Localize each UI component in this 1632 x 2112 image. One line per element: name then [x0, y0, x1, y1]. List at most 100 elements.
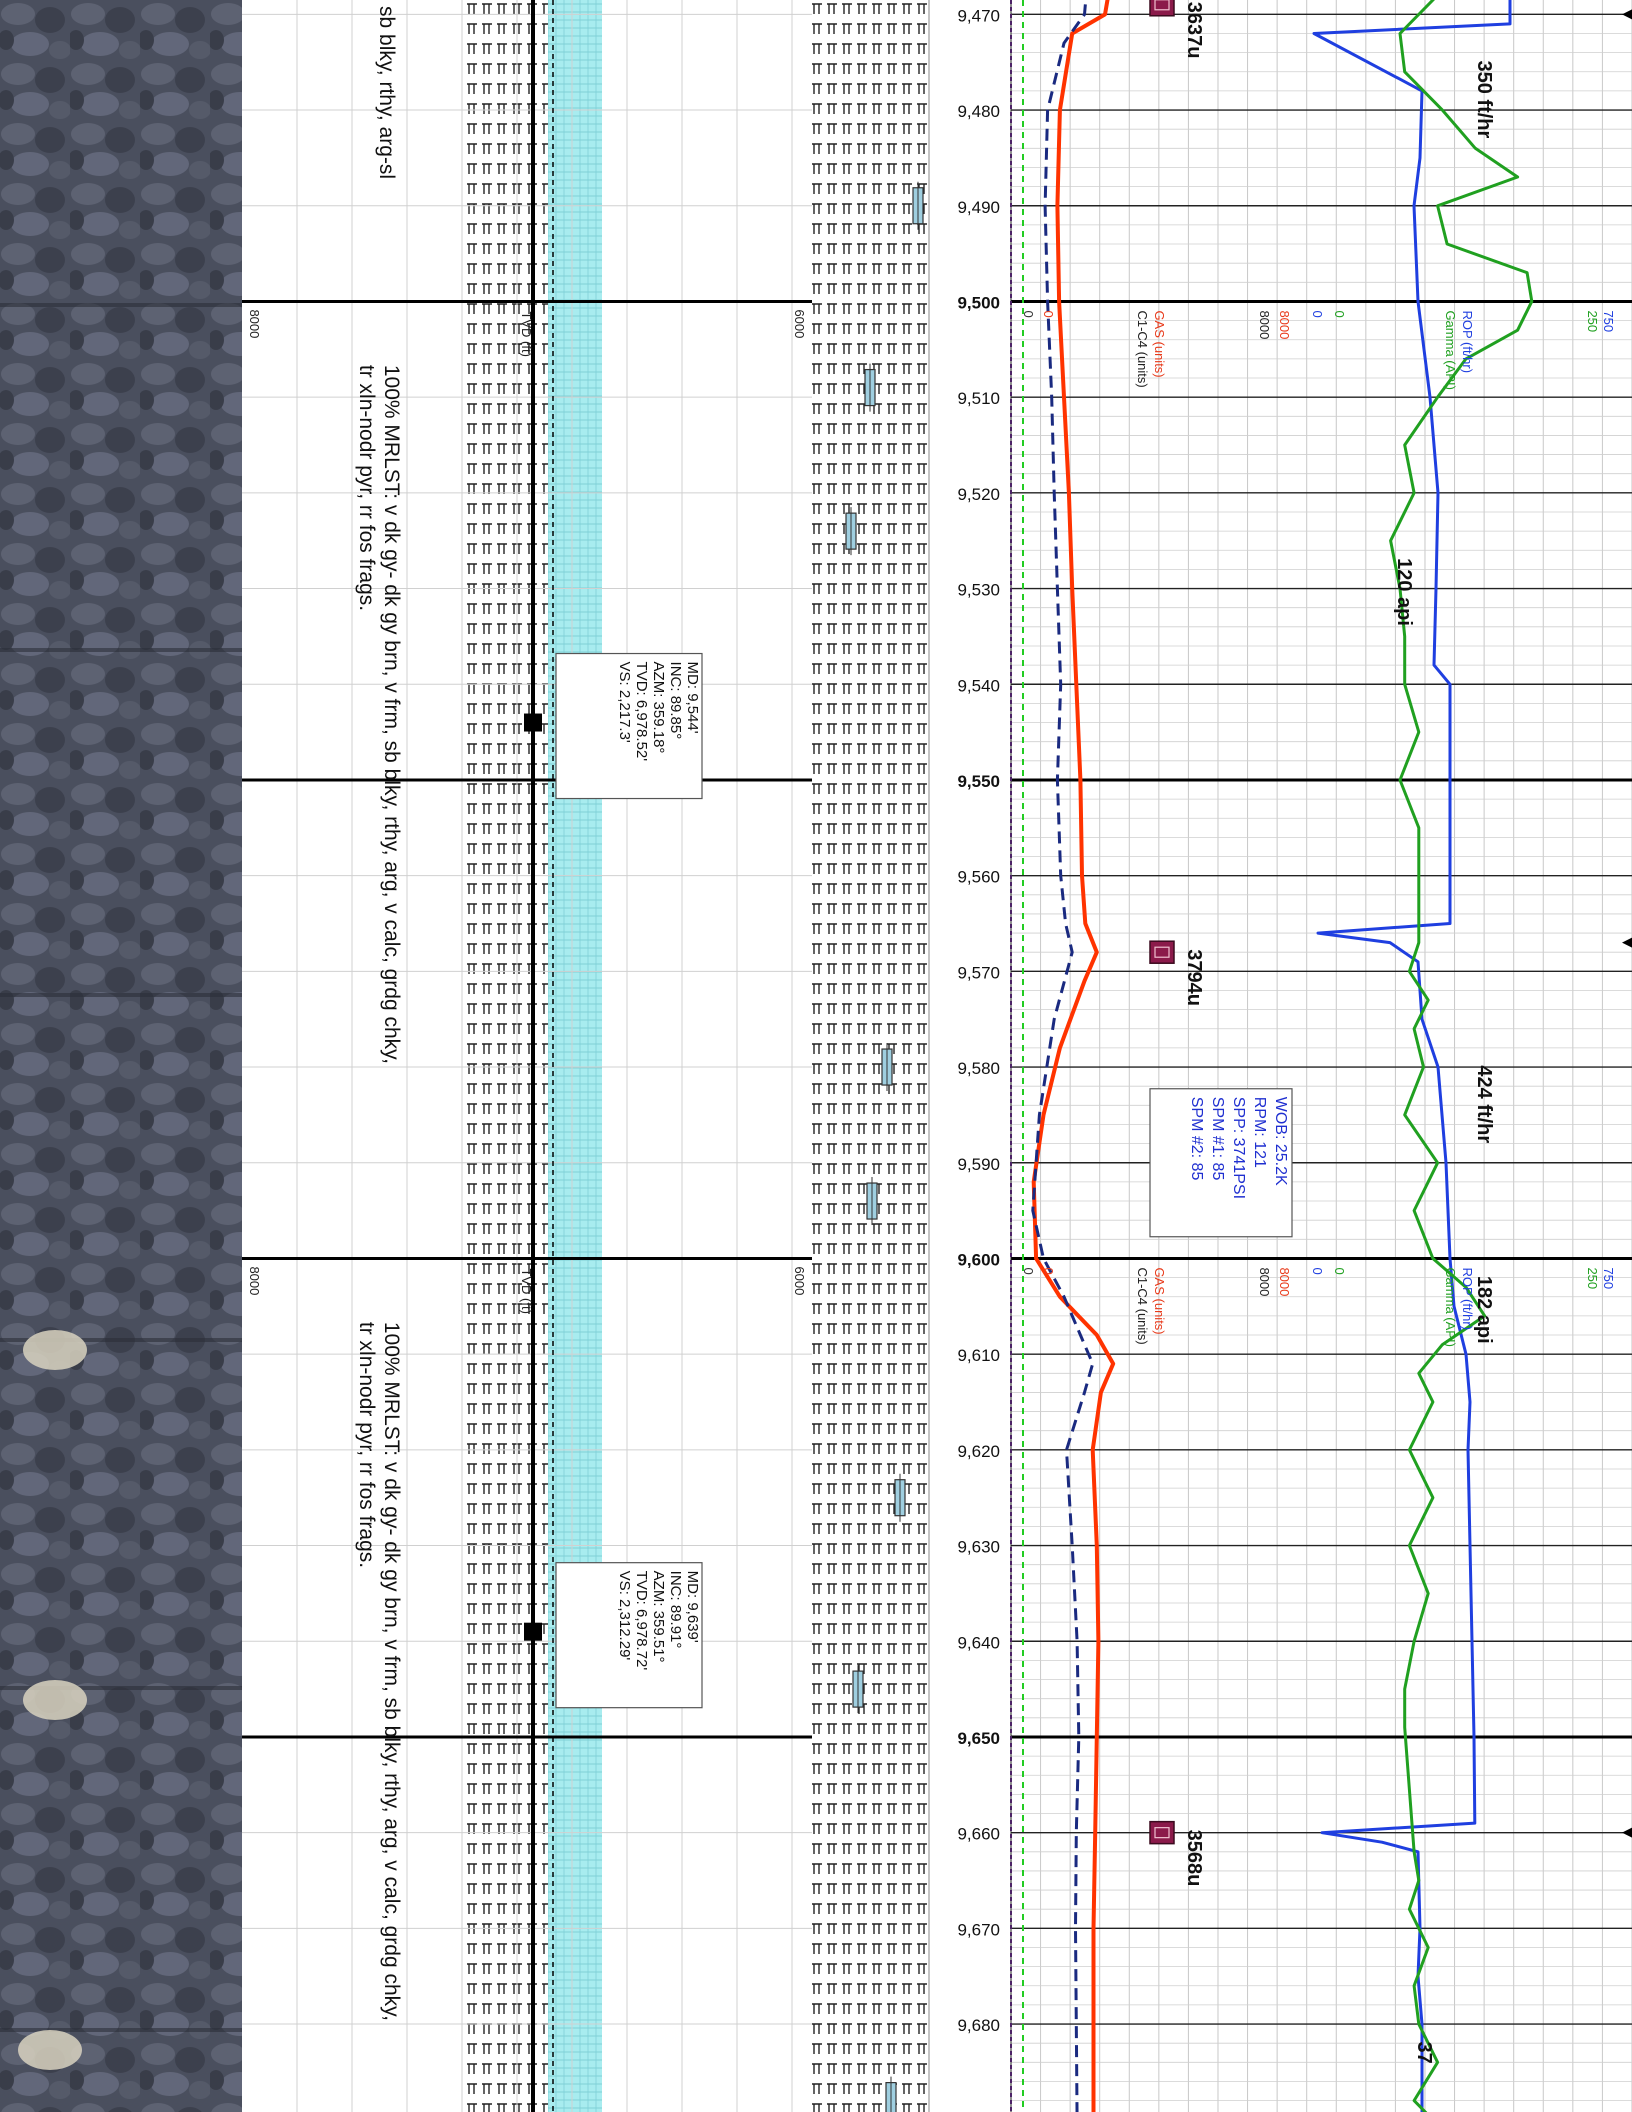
drilling-param-text: SPM #2: 85: [1188, 1097, 1205, 1181]
gas-label: GAS (units): [1152, 1267, 1167, 1334]
survey-text: AZM: 359.51°: [650, 1571, 667, 1663]
series-rop-line: [1312, 0, 1512, 2112]
depth-label: 9,520: [957, 485, 1000, 504]
gamma-max: 250: [1585, 310, 1600, 332]
depth-label: 9,620: [957, 1442, 1000, 1461]
gas-peak-marker-inner: [1154, 0, 1170, 11]
survey-text: MD: 9,639': [684, 1571, 701, 1643]
gas-peak-marker: [1149, 1820, 1175, 1845]
depth-label: 9,500: [957, 293, 1000, 312]
depth-label: 9,470: [957, 6, 1000, 25]
depth-label: 9,540: [957, 676, 1000, 695]
rop-min: 0: [1310, 310, 1325, 317]
tvd-scale-right: 6000: [792, 1266, 807, 1295]
gas-min: 0: [1021, 310, 1036, 317]
grid-layer: [242, 0, 1632, 2112]
right-edge-tick: [1622, 1827, 1632, 1838]
light-cutting-chip: [23, 1680, 87, 1720]
photo-frame-divider: [0, 303, 242, 307]
depth-label: 9,680: [957, 2016, 1000, 2035]
gas-peak-marker-inner: [1154, 1827, 1170, 1839]
c1c4-max: 8000: [1257, 310, 1272, 339]
curve-track-bg: [1011, 0, 1632, 2112]
gas-max: 8000: [1277, 1267, 1292, 1296]
gamma-min: 0: [1332, 310, 1347, 317]
photo-frame-divider: [0, 1338, 242, 1342]
survey-text: VS: 2,312.29': [616, 1571, 633, 1661]
depth-label: 9,560: [957, 868, 1000, 887]
lithology-description: tr xln-nodr pyr, rr fos frags.: [355, 1322, 378, 1568]
depth-label: 9,660: [957, 1825, 1000, 1844]
curve-annotation: 424 ft/hr: [1473, 1065, 1495, 1143]
rop-max: 750: [1601, 1267, 1616, 1289]
depth-label: 9,670: [957, 1920, 1000, 1939]
series-gamma-line: [1389, 0, 1534, 2112]
curve-annotation: 350 ft/hr: [1473, 60, 1495, 138]
drilling-param-text: SPP: 3741PSI: [1230, 1097, 1247, 1199]
survey-box: [555, 1562, 703, 1709]
survey-text: INC: 89.91°: [667, 1571, 684, 1649]
tvd-label: TVD (ft): [519, 1268, 534, 1314]
survey-text: TVD: 6,978.72': [633, 1571, 650, 1671]
gas-peak-marker: [1149, 940, 1175, 964]
lithology-description: 100% MRLST: v dk gy- dk gy brn, v frm, s…: [380, 1322, 403, 2021]
curve-annotation: 120 api: [1393, 558, 1415, 626]
depth-label: 9,600: [957, 1250, 1000, 1269]
gas-label: GAS (units): [1152, 310, 1167, 377]
lithology-description: 100% MRLST: v dk gy- dk gy brn, v frm, s…: [380, 365, 403, 1064]
depth-label: 9,480: [957, 102, 1000, 121]
survey-station-marker: [524, 1622, 542, 1641]
gas-peak-label: 3794u: [1183, 949, 1205, 1006]
tvd-scale-left: 8000: [247, 1266, 262, 1295]
c1c4-max: 8000: [1257, 1267, 1272, 1296]
depth-label: 9,590: [957, 1155, 1000, 1174]
c1c4-label: C1-C4 (units): [1135, 1267, 1150, 1344]
depth-label: 9,490: [957, 198, 1000, 217]
tvd-scale-right: 6000: [792, 309, 807, 338]
text-layer: 9,470 9,480 9,490 9,500 9,510 9,520 9,530 9,540…: [247, 2, 1632, 2064]
lithology-column-right: [812, 0, 929, 2112]
lithology-description: sb blky, rthy, arg-sl: [375, 6, 398, 179]
gamma-min: 0: [1332, 1267, 1347, 1274]
survey-text: INC: 89.85°: [667, 662, 684, 740]
rop-label: ROP (ft/hr): [1460, 310, 1475, 373]
survey-text: VS: 2,217.3': [616, 662, 633, 743]
survey-text: TVD: 6,978.52': [633, 662, 650, 762]
gamma-max: 250: [1585, 1267, 1600, 1289]
depth-label: 9,530: [957, 581, 1000, 600]
gas-peak-label: 3568u: [1183, 1830, 1205, 1887]
tvd-scale-left: 8000: [247, 309, 262, 338]
survey-box: [555, 652, 703, 800]
right-edge-tick: [1622, 9, 1632, 20]
gamma-label: Gamma (API): [1443, 1267, 1458, 1346]
light-cutting-chip: [23, 1330, 87, 1370]
drilling-param-text: RPM: 121: [1251, 1097, 1268, 1168]
depth-column-bg: [929, 0, 1011, 2112]
drilling-param-text: SPM #1: 85: [1209, 1097, 1226, 1181]
survey-station-marker: [524, 713, 542, 732]
depth-label: 9,630: [957, 1538, 1000, 1557]
drilling-params-box: [1149, 1088, 1293, 1238]
tvd-hatch-column: [548, 0, 602, 2112]
c1c4-label: C1-C4 (units): [1135, 310, 1150, 387]
light-cutting-chip: [18, 2030, 82, 2070]
photo-frame-divider: [0, 1686, 242, 1690]
gas-peak-label: 3637u: [1183, 2, 1205, 59]
gas-peak-marker: [1149, 0, 1175, 17]
photo-frame-divider: [0, 2028, 242, 2032]
series-gas-line: [1031, 0, 1116, 2112]
curves-layer: [1031, 0, 1534, 2112]
cuttings-photo-strip: [0, 0, 242, 2112]
gamma-label: Gamma (API): [1443, 310, 1458, 389]
series-c1-c4-line: [1031, 0, 1095, 2112]
rop-min: 0: [1310, 1267, 1325, 1274]
drilling-param-text: WOB: 25.2K: [1272, 1097, 1289, 1186]
depth-label: 9,650: [957, 1729, 1000, 1748]
depth-label: 9,510: [957, 389, 1000, 408]
depth-label: 9,610: [957, 1346, 1000, 1365]
depth-label: 9,570: [957, 963, 1000, 982]
depth-label: 9,550: [957, 772, 1000, 791]
lithology-description: tr xln-nodr pyr, rr fos frags.: [355, 365, 378, 611]
